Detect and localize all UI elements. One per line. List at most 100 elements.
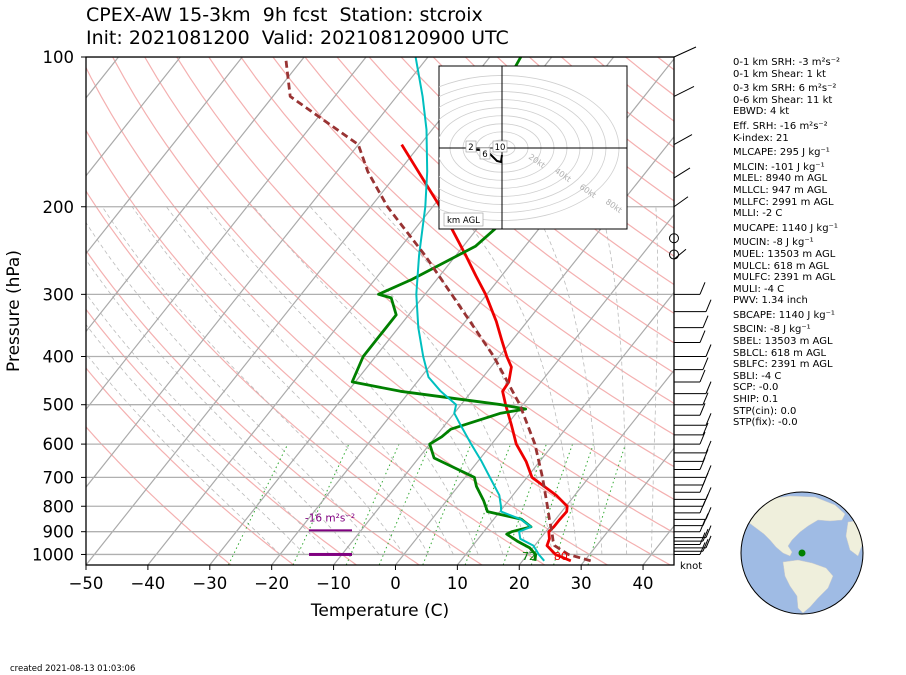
calm-wind-circle (669, 249, 679, 260)
south-america (782, 559, 834, 614)
x-tick-label: 40 (633, 574, 654, 593)
wind-barb-flag (699, 369, 706, 383)
dry-adiabat (368, 57, 674, 315)
chart-subtitle: Init: 2021081200 Valid: 202108120900 UTC (86, 27, 509, 49)
dry-adiabat (336, 57, 674, 344)
wind-barb-flag (705, 299, 712, 312)
isotherm (333, 135, 674, 565)
chart-title: CPEX-AW 15-3km 9h fcst Station: stcroix (86, 4, 483, 26)
isotherm (395, 213, 674, 565)
x-tick-label: −50 (69, 574, 104, 593)
moist-adiabat (600, 206, 628, 555)
wind-barb-flag (702, 539, 709, 552)
parameter-item: SCP: -0.0 (733, 382, 779, 394)
dry-adiabat (86, 129, 546, 565)
x-tick-label: −10 (316, 574, 351, 593)
parameter-item: MULFC: 2391 m AGL (733, 272, 836, 284)
hodograph-height-box (492, 140, 508, 153)
moist-adiabat (166, 206, 454, 555)
wetbulb-line (414, 57, 545, 562)
parameter-item: MUEL: 13503 m AGL (733, 248, 836, 260)
hodograph-height-box (479, 147, 491, 160)
mixing-ratio-line (345, 443, 400, 565)
mixing-ratio-line (587, 443, 626, 565)
north-america (744, 495, 846, 557)
wind-unit-label: knot (680, 561, 702, 572)
x-tick-label: −40 (130, 574, 165, 593)
wind-barbs: knot (669, 46, 712, 572)
parameter-item: MLLI: -2 C (733, 208, 783, 220)
isotherm (86, 57, 181, 177)
dry-adiabat (304, 57, 674, 374)
wind-barb-flag (705, 413, 712, 426)
parameter-item: MLCAPE: 295 J kg⁻¹ (733, 147, 830, 159)
srh-bar (309, 552, 352, 556)
x-tick-label: 0 (390, 574, 401, 593)
parameter-item: SBCAPE: 1140 J kg⁻¹ (733, 309, 835, 321)
y-tick-label: 1000 (32, 545, 74, 564)
moist-adiabat (86, 323, 306, 555)
y-tick-label: 400 (43, 348, 75, 367)
wind-barb-flag (699, 330, 706, 343)
y-tick-label: 900 (43, 523, 75, 542)
isotherm (518, 369, 674, 565)
wind-barb-flag (702, 422, 709, 436)
dewpoint-surface-label: 72 (522, 550, 536, 563)
wind-barb-flag (702, 315, 709, 328)
sounding-curves (284, 57, 592, 563)
wind-barb-flag (705, 465, 712, 478)
parameter-item: SBLFC: 2391 m AGL (733, 359, 833, 371)
wind-barb-upper (673, 85, 695, 97)
parameter-item: MUCAPE: 1140 J kg⁻¹ (733, 222, 838, 234)
parameter-item: MUCIN: -8 J kg⁻¹ (733, 237, 814, 249)
x-axis-label: Temperature (C) (310, 601, 449, 621)
dry-adiabat (176, 57, 674, 501)
y-tick-label: 100 (43, 48, 75, 67)
wind-barb-flag (705, 507, 712, 520)
parameter-item: K-index: 21 (733, 132, 789, 144)
moist-adiabat (377, 206, 553, 555)
hodograph-height-label: 10 (495, 143, 506, 153)
dry-adiabat (86, 189, 483, 565)
parameter-item: SHIP: 0.1 (733, 394, 779, 406)
station-marker (798, 549, 806, 557)
parcel-line (284, 57, 592, 563)
hodograph-trace (465, 148, 503, 164)
wind-barb-flag (705, 381, 712, 394)
parameter-item: SBCIN: -8 J kg⁻¹ (733, 324, 811, 336)
moist-adiabat (102, 206, 405, 555)
plot-frame (85, 56, 675, 566)
moist-adiabat (86, 259, 355, 555)
parameter-item: 0-6 km Shear: 11 kt (733, 94, 833, 106)
wind-barb-upper (673, 196, 689, 208)
parameter-item: SBEL: 13503 m AGL (733, 336, 833, 348)
parameter-item: 0-3 km SRH: 6 m²s⁻² (733, 83, 837, 95)
moist-adiabat (532, 206, 603, 555)
hodograph-legend-box (443, 212, 484, 227)
dry-adiabat (86, 66, 608, 565)
created-timestamp: created 2021-08-13 01:03:06 (10, 664, 136, 674)
parameter-item: SBLCL: 618 m AGL (733, 347, 827, 359)
isotherm (580, 447, 674, 565)
parameter-item: MLCIN: -101 J kg⁻¹ (733, 161, 825, 173)
wind-barb-flag (702, 528, 709, 542)
moist-adiabat (454, 206, 578, 555)
wind-barb-flag (699, 542, 706, 555)
dry-adiabat (400, 57, 674, 286)
isotherm (86, 57, 367, 411)
y-axis-label: Pressure (hPa) (4, 250, 24, 372)
moist-adiabat (310, 206, 528, 555)
temperature-surface-label: 80 (554, 550, 568, 563)
isotherm (456, 291, 674, 565)
y-tick-label: 500 (43, 396, 75, 415)
calm-wind-circle (669, 233, 679, 244)
parameter-list: 0-1 km SRH: -3 m²s⁻² 0-1 km Shear: 1 kt 0-… (733, 57, 840, 429)
wind-barb-flag (705, 535, 712, 549)
parameter-item: Eff. SRH: -16 m²s⁻² (733, 120, 828, 132)
moist-adiabat (86, 353, 281, 555)
wind-barb-flag (705, 440, 712, 454)
dewpoint-line (350, 57, 538, 561)
wind-barb-upper (673, 46, 697, 58)
